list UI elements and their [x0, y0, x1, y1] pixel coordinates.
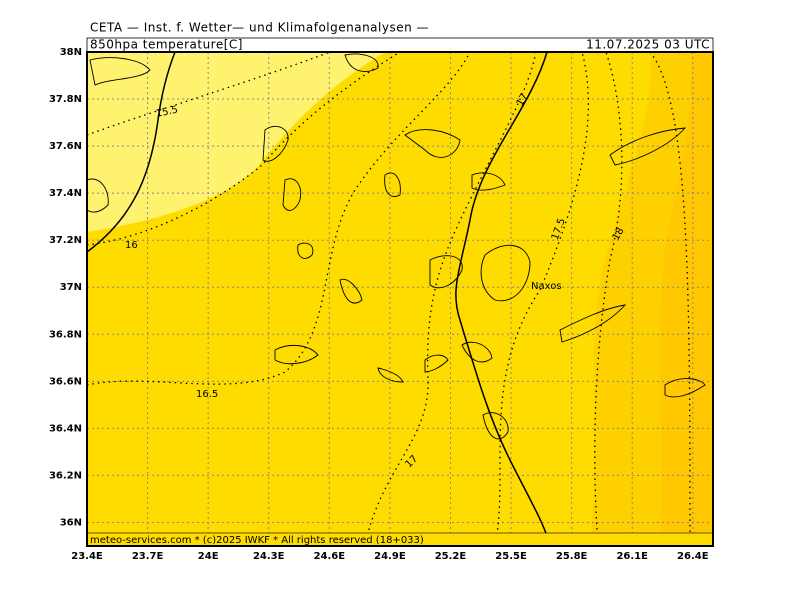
- isotherm: [86, 51, 331, 136]
- y-tick-label: 37N: [60, 282, 82, 293]
- island: [609, 127, 687, 166]
- isotherm-major: [455, 51, 551, 547]
- isotherm: [86, 51, 401, 246]
- island: [89, 57, 151, 86]
- island: [86, 178, 109, 213]
- x-tick-label: 23.4E: [71, 551, 103, 562]
- island: [461, 341, 493, 363]
- contour-label: 16.5: [196, 389, 218, 400]
- x-tick-label: 25.5E: [495, 551, 527, 562]
- y-tick-label: 36.8N: [49, 329, 82, 340]
- y-tick-label: 37.6N: [49, 141, 82, 152]
- x-tick-label: 24.9E: [374, 551, 406, 562]
- contours: [86, 51, 691, 547]
- isotherm: [594, 51, 623, 547]
- x-tick-label: 25.8E: [556, 551, 588, 562]
- island: [339, 278, 363, 304]
- y-tick-label: 36.4N: [49, 423, 82, 434]
- y-tick-label: 38N: [60, 47, 82, 58]
- valid-time: 11.07.2025 03 UTC: [586, 38, 710, 52]
- footer: meteo-services.com * (c)2025 IWKF * All …: [90, 535, 424, 546]
- x-tick-label: 23.7E: [132, 551, 164, 562]
- field: [87, 52, 713, 546]
- isotherm: [364, 51, 537, 547]
- island: [482, 412, 509, 440]
- island: [297, 242, 314, 259]
- island: [471, 172, 506, 191]
- island: [404, 129, 461, 158]
- y-tick-label: 37.4N: [49, 188, 82, 199]
- island: [282, 178, 302, 211]
- y-tick-label: 36.6N: [49, 376, 82, 387]
- island: [377, 367, 404, 383]
- tick-labels: 23.4E 23.7E 24E 24.3E 24.6E 24.9E 25.2E 25.5E 25…: [49, 47, 709, 562]
- island: [664, 378, 706, 398]
- island: [559, 304, 627, 343]
- header-title: CETA — Inst. f. Wetter— und Klimafolgena…: [90, 21, 429, 35]
- field-warmer: [660, 52, 713, 546]
- island: [344, 53, 379, 72]
- contour-labels: 15.5 16 16.5 17 17 17.5 18 Naxos: [125, 92, 627, 471]
- y-tick-label: 36N: [60, 517, 82, 528]
- contour-label: 15.5: [155, 104, 179, 119]
- x-tick-label: 24E: [198, 551, 219, 562]
- y-tick-label: 37.2N: [49, 235, 82, 246]
- map-frame: [86, 51, 714, 547]
- place-label: Naxos: [531, 281, 562, 292]
- island-naxos: [480, 244, 531, 302]
- y-tick-label: 37.8N: [49, 94, 82, 105]
- x-tick-label: 24.3E: [253, 551, 285, 562]
- coastlines: [86, 53, 706, 440]
- x-tick-label: 26.4E: [677, 551, 709, 562]
- isotherm-major: [86, 51, 176, 253]
- isotherm: [86, 51, 471, 386]
- x-tick-label: 25.2E: [435, 551, 467, 562]
- island: [384, 172, 401, 197]
- contour-label: 16: [125, 240, 138, 251]
- x-tick-label: 26.1E: [616, 551, 648, 562]
- island: [262, 126, 289, 162]
- island: [429, 255, 463, 289]
- x-tick-label: 24.6E: [314, 551, 346, 562]
- y-tick-label: 36.2N: [49, 470, 82, 481]
- parameter: 850hpa temperature[C]: [90, 38, 243, 52]
- island: [274, 344, 319, 365]
